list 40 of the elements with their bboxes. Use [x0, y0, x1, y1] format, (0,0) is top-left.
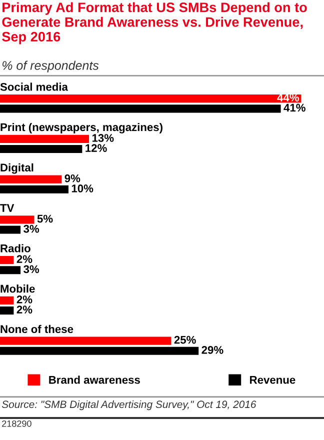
- data-label: 13%: [92, 134, 114, 142]
- bar: [0, 216, 34, 224]
- data-label: 29%: [202, 346, 224, 354]
- y-tick-label: Digital: [0, 163, 34, 174]
- y-tick-label: Print (newspapers, magazines): [0, 122, 162, 134]
- legend-label: Revenue: [250, 376, 296, 384]
- bar: [0, 336, 172, 345]
- bar: [0, 94, 302, 103]
- data-label: 10%: [72, 184, 94, 192]
- bar: [0, 134, 90, 143]
- data-label: 2%: [16, 255, 32, 264]
- data-label: 12%: [86, 144, 107, 152]
- data-label: 25%: [174, 336, 196, 344]
- source-note: Source: "SMB Digital Advertising Survey," Oct 19, 2016: [2, 400, 256, 410]
- bar: [0, 296, 14, 304]
- bar: [0, 256, 14, 264]
- data-label: 3%: [24, 265, 40, 274]
- chart-subtitle: % of respondents: [2, 60, 99, 72]
- text: 218290: [2, 420, 32, 427]
- bar: [0, 226, 21, 234]
- chart-title: Primary Ad Format that US SMBs Depend on to Generate Brand Awareness vs. Drive Revenue, Sep 2016: [2, 2, 307, 44]
- data-label: 9%: [64, 174, 80, 182]
- data-label: 3%: [24, 224, 40, 233]
- bar: [0, 104, 281, 113]
- y-tick-label: Mobile: [0, 284, 35, 293]
- data-label: 2%: [16, 306, 32, 314]
- y-tick-label: None of these: [0, 324, 74, 334]
- data-label: 5%: [37, 214, 53, 223]
- legend-label: Brand awareness: [49, 376, 140, 384]
- bar: [0, 346, 199, 355]
- data-label: 41%: [284, 104, 306, 112]
- bar: [0, 144, 82, 154]
- y-tick-label: Radio: [0, 244, 30, 252]
- y-tick-label: TV: [0, 204, 14, 212]
- bar: [0, 185, 68, 194]
- bar: [0, 175, 62, 184]
- bar: [0, 266, 21, 274]
- bar: [0, 306, 14, 315]
- data-label: 2%: [16, 296, 32, 304]
- y-tick-label: Social media: [0, 82, 68, 91]
